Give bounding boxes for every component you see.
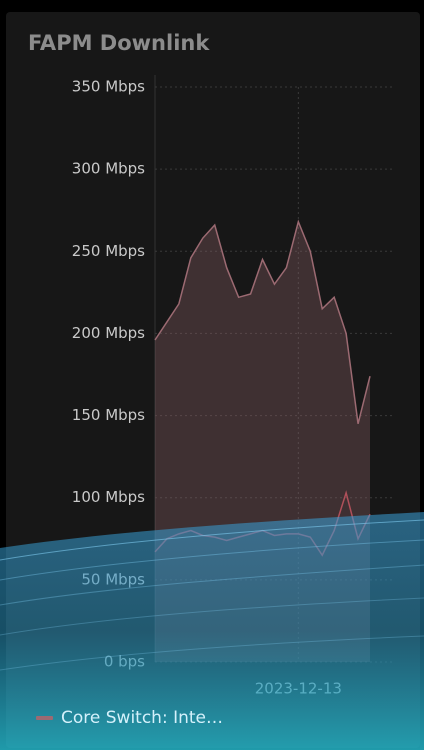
legend-label: Core Switch: Inte… [61,708,223,728]
y-tick-label: 250 Mbps [72,242,145,260]
wave-line [0,564,424,606]
y-tick-label: 150 Mbps [72,406,145,424]
line [154,219,371,424]
wave-line [0,519,424,561]
wave-fill [0,512,424,750]
wave-line [0,597,424,636]
y-tick-label: 350 Mbps [72,78,145,96]
wave-line [0,635,424,671]
wave-line [0,539,424,581]
y-tick-label: 300 Mbps [72,160,145,178]
legend: Core Switch: Inte… [36,708,223,728]
chart-title: FAPM Downlink [28,31,210,55]
y-tick-label: 100 Mbps [72,488,145,506]
legend-swatch [36,716,53,720]
overlay-wave [0,512,424,750]
y-tick-label: 200 Mbps [72,324,145,342]
